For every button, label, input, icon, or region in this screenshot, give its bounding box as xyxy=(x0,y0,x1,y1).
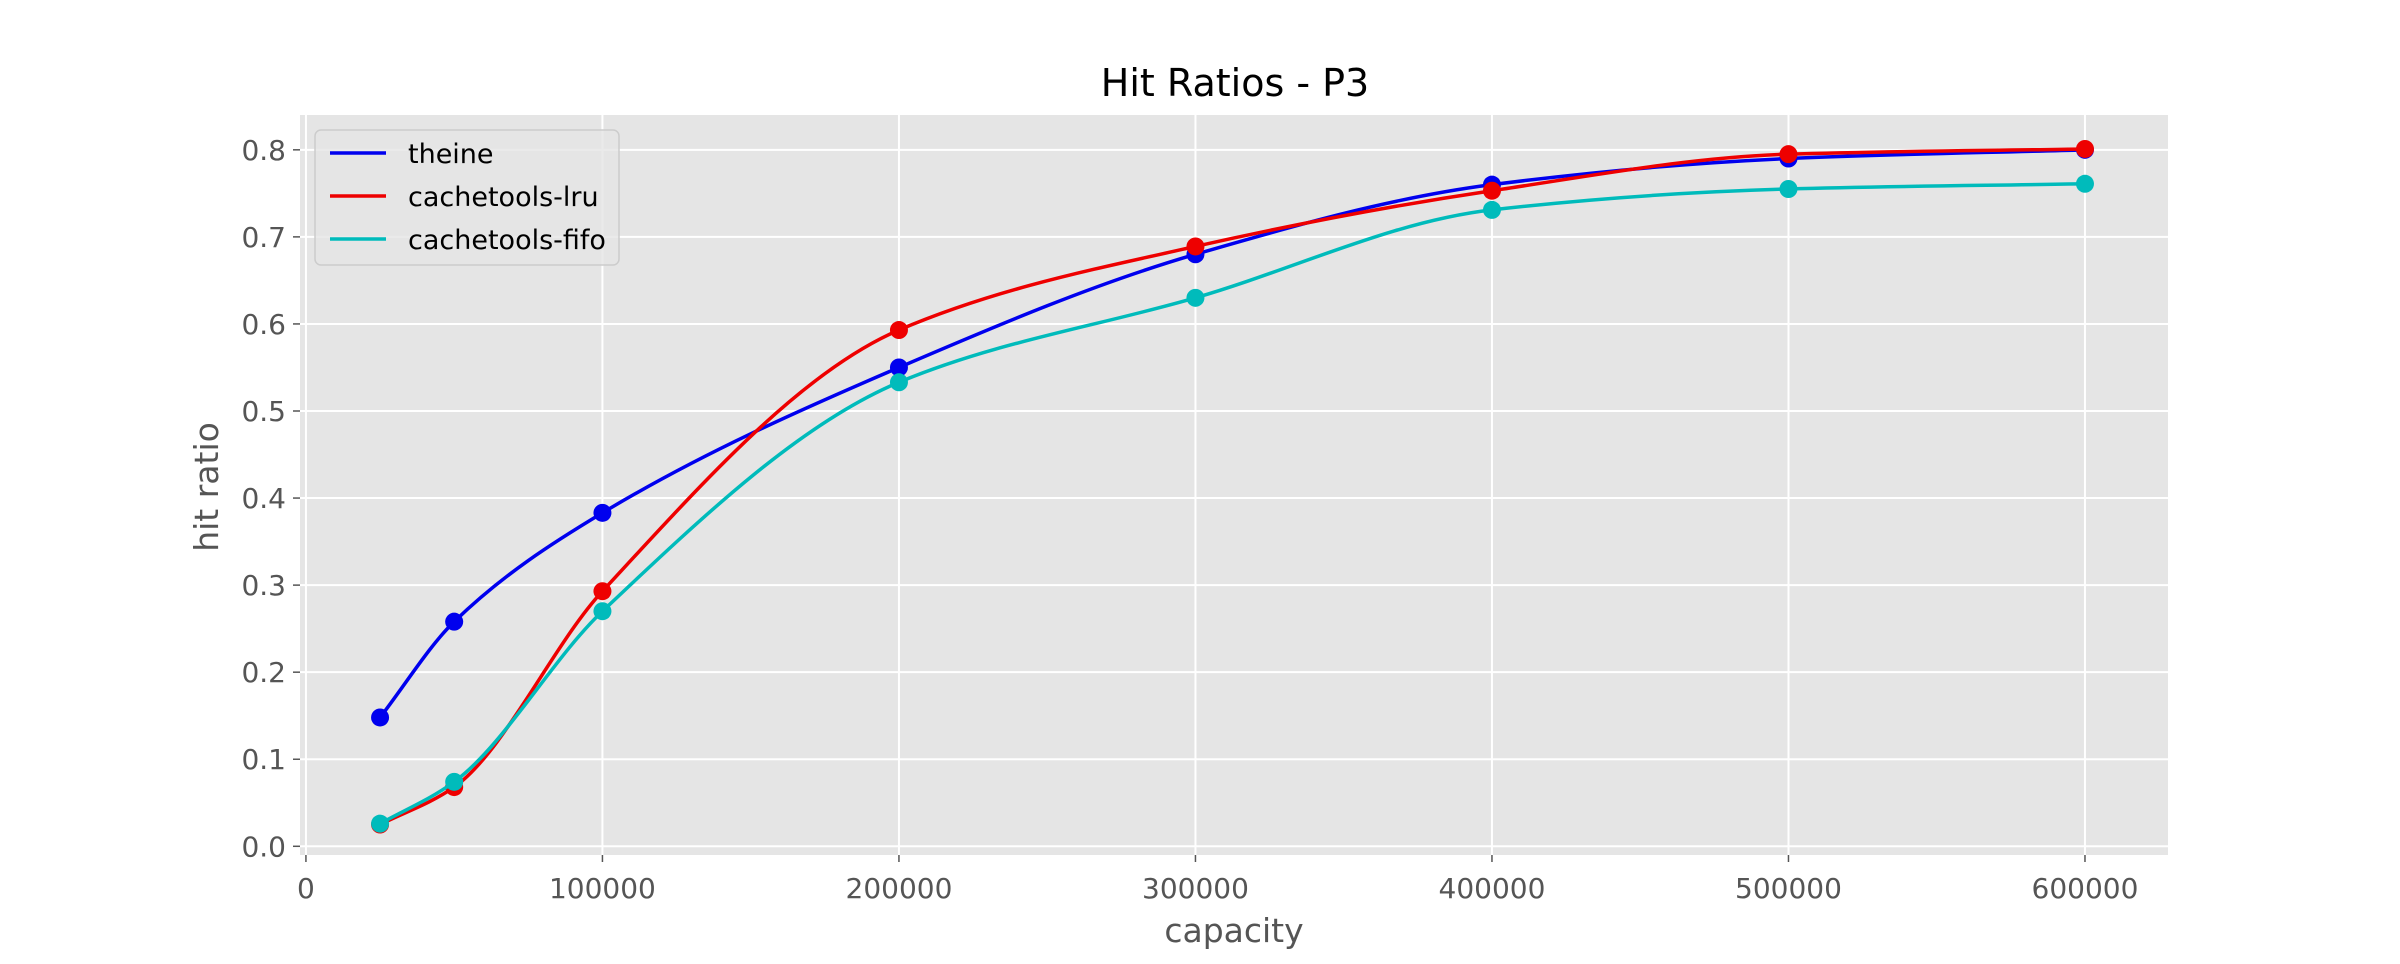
data-point xyxy=(593,503,612,522)
legend-label: cachetools-lru xyxy=(408,182,599,213)
data-point xyxy=(371,708,390,727)
y-tick-label: 0.7 xyxy=(241,221,286,254)
x-tick-label: 200000 xyxy=(846,872,953,905)
data-point xyxy=(445,612,464,631)
x-tick-label: 0 xyxy=(297,872,315,905)
data-point xyxy=(889,358,908,377)
series-line xyxy=(379,147,2086,827)
x-axis-label: capacity xyxy=(1164,911,1303,950)
legend-label: theine xyxy=(408,139,494,170)
data-point xyxy=(1482,200,1501,219)
data-point xyxy=(2075,139,2094,158)
x-tick-label: 100000 xyxy=(549,872,656,905)
data-point xyxy=(1482,181,1501,200)
y-tick-label: 0.2 xyxy=(241,656,286,689)
x-tick-label: 300000 xyxy=(1142,872,1249,905)
y-tick-label: 0.5 xyxy=(241,395,286,428)
series-line xyxy=(379,182,2086,826)
x-ticks: 0 100000 200000 300000 400000 500000 600000 xyxy=(297,855,2138,905)
data-point xyxy=(1779,180,1798,198)
data-point xyxy=(889,321,908,340)
series-line xyxy=(378,148,2086,719)
y-tick-label: 0.3 xyxy=(241,569,286,602)
legend-box xyxy=(314,129,620,266)
y-tick-label: 0.4 xyxy=(241,482,286,515)
data-point xyxy=(1779,145,1798,164)
series-layer xyxy=(371,139,2094,834)
data-point xyxy=(445,772,464,791)
chart-title: Hit Ratios - P3 xyxy=(1101,61,1369,105)
y-tick-label: 0.0 xyxy=(241,830,286,863)
data-point xyxy=(1186,237,1205,256)
series-cachetools-fifo xyxy=(371,174,2094,833)
data-point xyxy=(593,582,612,601)
data-point xyxy=(889,373,908,392)
y-axis-label: hit ratio xyxy=(187,422,226,552)
y-tick-label: 0.1 xyxy=(241,743,286,776)
data-point xyxy=(371,814,390,833)
data-point xyxy=(2075,174,2094,193)
y-tick-label: 0.8 xyxy=(241,134,286,167)
legend: theine cachetools-lru cachetools-fifo xyxy=(314,129,620,266)
y-tick-label: 0.6 xyxy=(241,308,286,341)
x-tick-label: 400000 xyxy=(1439,872,1546,905)
x-tick-label: 500000 xyxy=(1735,872,1842,905)
data-point xyxy=(593,602,612,621)
data-point xyxy=(1186,288,1205,307)
y-ticks: 0.0 0.1 0.2 0.3 0.4 0.5 0.6 0.7 0.8 xyxy=(241,134,300,863)
x-tick-label: 600000 xyxy=(2032,872,2139,905)
legend-items: theine cachetools-lru cachetools-fifo xyxy=(330,139,606,256)
legend-label: cachetools-fifo xyxy=(408,225,606,256)
